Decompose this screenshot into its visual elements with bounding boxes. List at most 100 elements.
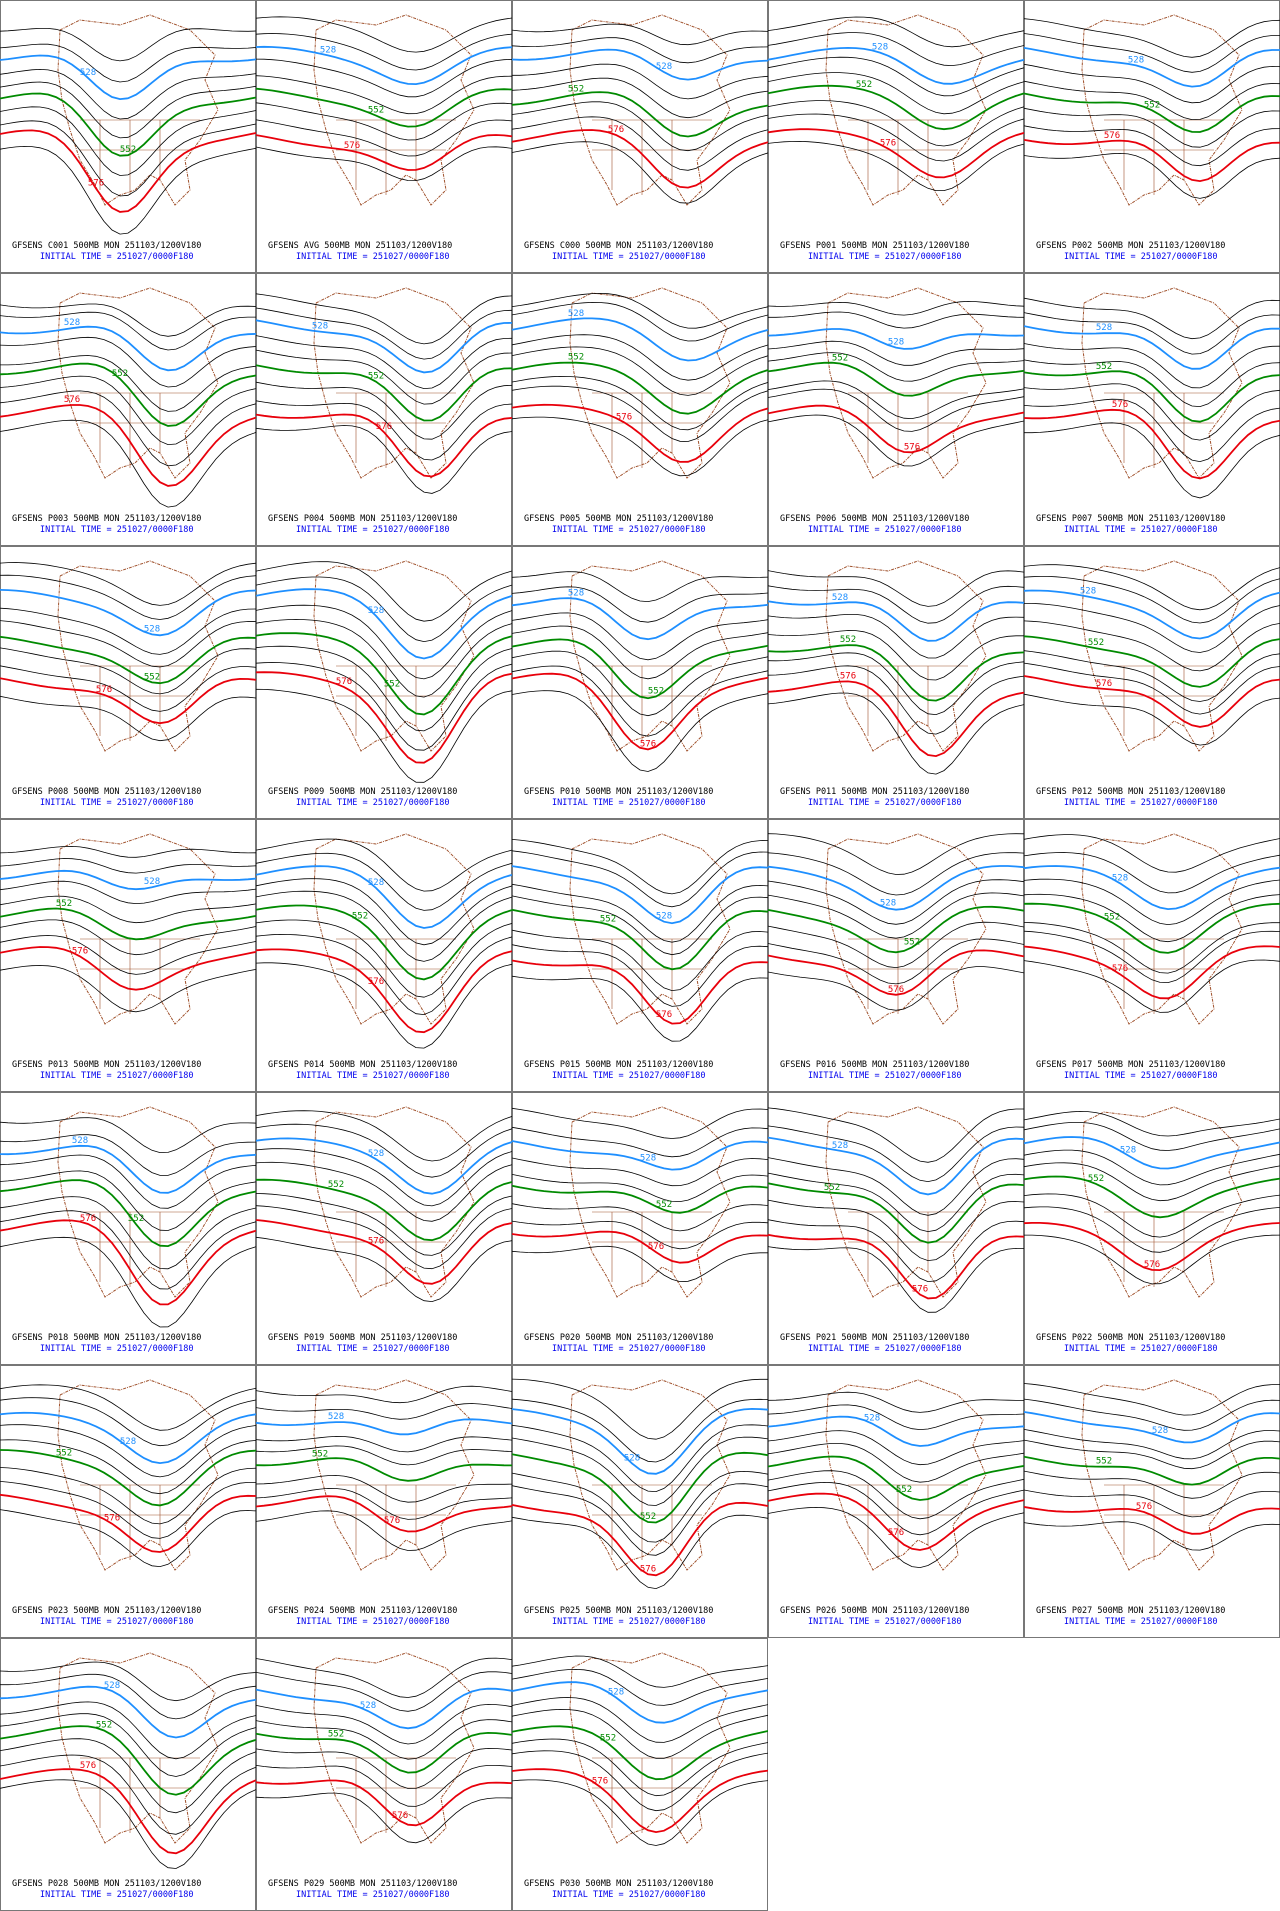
height-contour-highlight [768, 600, 1024, 642]
contour-label: 528 [1080, 587, 1096, 597]
panel-initial-time: INITIAL TIME = 251027/0000F180 [552, 1071, 706, 1081]
contour-label: 576 [640, 1564, 656, 1574]
height-contour [512, 1107, 768, 1139]
height-contour-highlight [256, 588, 512, 660]
panel-initial-time: INITIAL TIME = 251027/0000F180 [808, 1071, 962, 1081]
panel-title: GFSENS P010 500MB MON 251103/1200V180 [524, 787, 713, 797]
height-contour [256, 962, 512, 1049]
panel-title: GFSENS P006 500MB MON 251103/1200V180 [780, 514, 969, 524]
height-contour [0, 1384, 256, 1431]
height-contour [512, 1708, 768, 1759]
height-contour [512, 1655, 768, 1688]
height-contour [1024, 297, 1280, 340]
height-contour [0, 1779, 256, 1869]
height-contour-highlight [768, 949, 1024, 996]
panel-border [0, 1638, 256, 1911]
height-contour [512, 1174, 768, 1203]
height-contour [768, 16, 1024, 48]
panel-initial-time: INITIAL TIME = 251027/0000F180 [808, 525, 962, 535]
panel-border [512, 819, 768, 1092]
height-contour [256, 33, 512, 71]
height-contour [512, 1157, 768, 1187]
contour-label: 552 [840, 635, 856, 645]
height-contour [768, 652, 1024, 716]
contour-label: 552 [568, 353, 584, 363]
height-contour-highlight [768, 46, 1024, 85]
contour-label: 552 [1088, 1174, 1104, 1184]
panel-border [256, 273, 512, 546]
panel-title: GFSENS P016 500MB MON 251103/1200V180 [780, 1060, 969, 1070]
coastline [569, 560, 731, 752]
height-contour [512, 1436, 768, 1506]
coastline [313, 1652, 475, 1844]
height-contour [256, 890, 512, 962]
contour-label: 576 [616, 412, 632, 422]
height-contour [512, 1245, 768, 1283]
state-borders [336, 665, 456, 741]
height-contour [0, 145, 256, 235]
contour-label: 552 [824, 1183, 840, 1193]
height-contour [768, 1481, 1024, 1536]
height-contour [1024, 878, 1280, 926]
state-borders [80, 119, 200, 195]
coastline [57, 1106, 219, 1298]
height-contour-highlight [256, 1219, 512, 1285]
height-contour-highlight [0, 1493, 256, 1553]
panel-border [0, 0, 256, 273]
contour-label: 528 [72, 1136, 88, 1146]
height-contour [1024, 576, 1280, 624]
ensemble-panel: 528 552 576 GFSENS P029 500MB MON 251103/12… [256, 1638, 512, 1911]
height-contour [768, 833, 1024, 875]
height-contour [256, 838, 512, 892]
panel-initial-time: INITIAL TIME = 251027/0000F180 [1064, 252, 1218, 262]
height-contour [0, 1467, 256, 1525]
contour-label: 528 [832, 593, 848, 603]
height-contour [256, 852, 512, 911]
height-contour [0, 1481, 256, 1539]
panel-border [0, 273, 256, 546]
height-contour-highlight [256, 865, 512, 929]
height-contour [256, 576, 512, 643]
panel-initial-time: INITIAL TIME = 251027/0000F180 [296, 525, 450, 535]
panel-border [512, 273, 768, 546]
ensemble-panel: 528 552 576 GFSENS P013 500MB MON 251103/12… [0, 819, 256, 1092]
height-contour [768, 1219, 1024, 1283]
height-contour [1024, 343, 1280, 389]
contour-label: 528 [568, 589, 584, 599]
height-contour [512, 385, 768, 442]
height-contour [512, 975, 768, 1042]
height-contour [1024, 1439, 1280, 1470]
height-contour [256, 102, 512, 141]
height-contour-highlight [512, 91, 768, 138]
height-contour [512, 1126, 768, 1158]
panel-initial-time: INITIAL TIME = 251027/0000F180 [40, 1344, 194, 1354]
ensemble-panel: 528 552 576 GFSENS P009 500MB MON 251103/12… [256, 546, 512, 819]
state-borders [80, 665, 200, 741]
height-contour-highlight [0, 129, 256, 213]
height-contour [768, 380, 1024, 420]
height-contour [0, 1117, 256, 1154]
height-contour-highlight [768, 361, 1024, 397]
height-contour [0, 1236, 256, 1328]
panel-initial-time: INITIAL TIME = 251027/0000F180 [1064, 1071, 1218, 1081]
height-contour [768, 32, 1024, 67]
contour-label: 528 [328, 1412, 344, 1422]
contour-label: 528 [656, 62, 672, 72]
contour-label: 528 [624, 1453, 640, 1463]
height-contour-highlight [1024, 47, 1280, 88]
contour-label: 576 [1144, 1260, 1160, 1270]
panel-title: GFSENS P005 500MB MON 251103/1200V180 [524, 514, 713, 524]
height-contour [1024, 693, 1280, 746]
height-contour-highlight [768, 1455, 1024, 1501]
contour-label: 552 [312, 1449, 328, 1459]
height-contour-highlight [512, 1184, 768, 1214]
height-contour [0, 1754, 256, 1835]
height-contour [0, 1439, 256, 1495]
height-contour-highlight [256, 1178, 512, 1242]
contour-label: 552 [600, 915, 616, 925]
contour-label: 576 [368, 977, 384, 987]
panel-title: GFSENS P030 500MB MON 251103/1200V180 [524, 1879, 713, 1889]
height-contour [768, 938, 1024, 985]
panel-border [1024, 273, 1280, 546]
height-contour [1024, 959, 1280, 1013]
